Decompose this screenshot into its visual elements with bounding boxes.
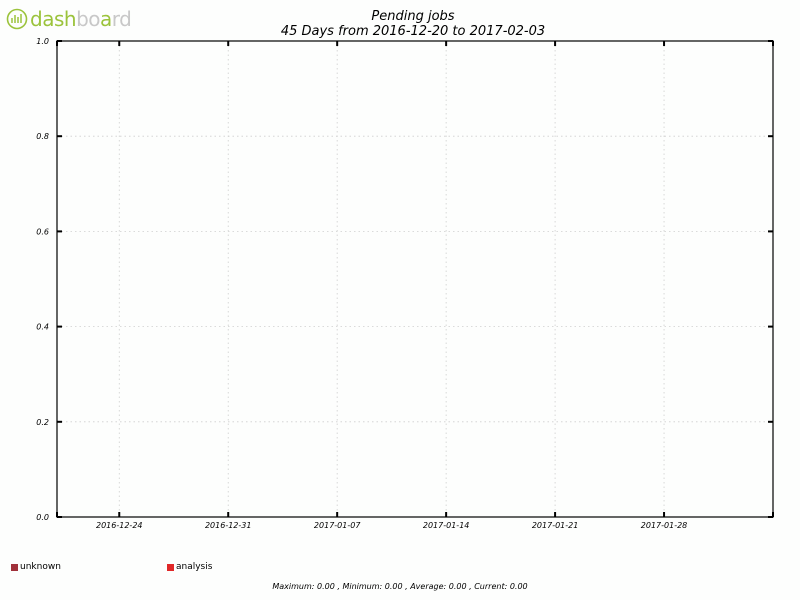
logo-text-rd: rd <box>111 7 132 31</box>
logo-text-d: d <box>30 7 43 31</box>
x-tick-label: 2016-12-31 <box>205 521 252 530</box>
logo-text-ash: ash <box>42 7 77 31</box>
chart-subtitle: 45 Days from 2016-12-20 to 2017-02-03 <box>280 24 546 39</box>
dashboard-logo: dashboard <box>6 6 132 32</box>
logo-text-bo: bo <box>76 7 100 31</box>
ticks <box>56 40 774 518</box>
legend-label: analysis <box>176 562 213 572</box>
y-tick-label: 0.2 <box>36 418 49 427</box>
x-tick-label: 2017-01-28 <box>641 521 688 530</box>
legend-item-unknown: unknown <box>11 562 61 572</box>
tick-labels: 0.0 0.2 0.4 0.6 0.8 1.0 2016-12-24 2016-12-31 20… <box>36 37 687 530</box>
chart-plot: 0.0 0.2 0.4 0.6 0.8 1.0 2016-12-24 2016-12-31 20… <box>36 37 774 530</box>
y-tick-label: 1.0 <box>36 37 49 46</box>
x-tick-label: 2017-01-14 <box>423 521 470 530</box>
legend-swatch <box>167 563 174 571</box>
stats-summary: Maximum: 0.00 , Minimum: 0.00 , Average:… <box>272 582 528 591</box>
legend-swatch <box>11 563 18 571</box>
logo-wordmark: dashboard <box>30 7 132 31</box>
y-tick-label: 0.6 <box>36 227 49 236</box>
plot-frame <box>56 40 774 518</box>
chart-title: Pending jobs <box>371 9 455 24</box>
logo-text-a: a <box>100 7 112 31</box>
legend-item-analysis: analysis <box>167 562 212 572</box>
y-tick-label: 0.4 <box>36 323 49 332</box>
x-tick-label: 2016-12-24 <box>96 521 143 530</box>
logo-icon <box>6 8 28 30</box>
y-tick-label: 0.8 <box>36 132 49 141</box>
x-tick-label: 2017-01-21 <box>532 521 579 530</box>
y-tick-label: 0.0 <box>36 513 49 522</box>
legend-label: unknown <box>20 562 61 572</box>
x-tick-label: 2017-01-07 <box>314 521 361 530</box>
grid <box>57 41 773 517</box>
